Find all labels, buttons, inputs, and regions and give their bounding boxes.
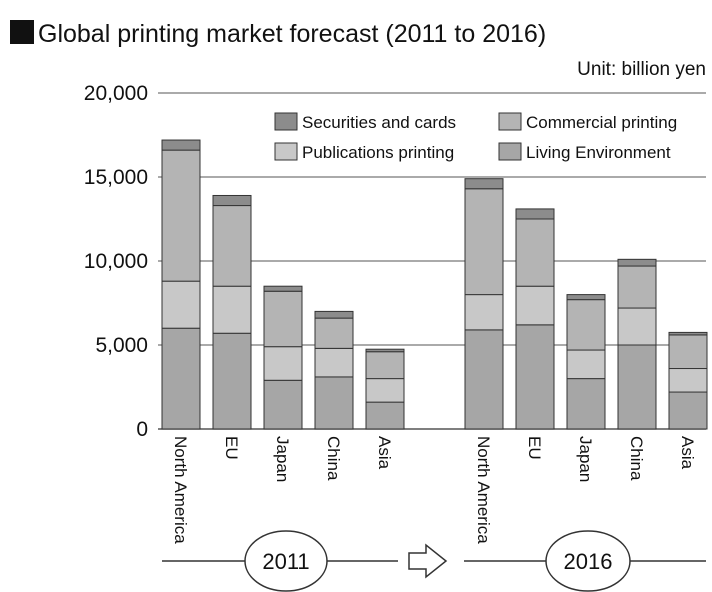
bar-segment xyxy=(566,378,606,430)
bar-segment xyxy=(668,331,708,336)
category-labels: North America EU Japan China Asia North Ameri… xyxy=(171,436,697,544)
bar-segment xyxy=(668,368,708,393)
bar-segment xyxy=(566,294,606,301)
bar-segment xyxy=(365,351,405,380)
bar-segment xyxy=(161,139,201,151)
chart-title: Global printing market forecast (2011 to… xyxy=(38,20,546,48)
legend-label-publications: Publications printing xyxy=(302,143,454,162)
legend-swatch-publications xyxy=(274,142,298,161)
bar-segment xyxy=(161,327,201,430)
bar-segment xyxy=(617,344,657,430)
legend-swatch-commercial xyxy=(498,112,522,131)
legend-swatch-living xyxy=(498,142,522,161)
bar-segment xyxy=(314,376,354,430)
bar-segment xyxy=(515,324,555,430)
bar-segment xyxy=(464,188,504,296)
bar-segment xyxy=(263,346,303,381)
category-label: China xyxy=(627,436,646,481)
bar-segment xyxy=(464,178,504,190)
bar-segment xyxy=(617,265,657,309)
category-label: EU xyxy=(525,436,544,460)
bar-segment xyxy=(212,285,252,334)
bar-segment xyxy=(263,285,303,292)
legend: Securities and cards Commercial printing… xyxy=(270,94,706,170)
period-marker-2016: 2016 xyxy=(464,530,706,592)
y-axis-ticks: 20,000 15,000 10,000 5,000 0 xyxy=(84,82,148,441)
bar-segment xyxy=(212,332,252,430)
category-label: China xyxy=(324,436,343,481)
bar-segment xyxy=(515,208,555,220)
title-square-icon xyxy=(10,20,34,44)
bars xyxy=(161,139,708,430)
y-tick-label: 20,000 xyxy=(84,82,148,105)
legend-swatch-securities xyxy=(274,112,298,131)
bar-segment xyxy=(566,349,606,380)
bar-segment xyxy=(365,348,405,353)
legend-label-commercial: Commercial printing xyxy=(526,113,677,132)
y-tick-label: 10,000 xyxy=(84,250,148,273)
y-tick-label: 5,000 xyxy=(95,334,148,357)
bar-segment xyxy=(263,290,303,348)
bar-segment xyxy=(314,347,354,378)
bar-segment xyxy=(668,391,708,430)
bar-segment xyxy=(668,334,708,370)
y-tick-label: 0 xyxy=(136,418,148,441)
legend-background xyxy=(270,94,706,170)
bar-segment xyxy=(263,379,303,430)
bar-segment xyxy=(212,205,252,287)
category-label: Asia xyxy=(678,436,697,470)
bar-segment xyxy=(515,285,555,326)
period-circle-2011 xyxy=(244,530,328,592)
bar-segment xyxy=(365,378,405,403)
bar-segment xyxy=(464,294,504,331)
bar-segment xyxy=(161,149,201,282)
category-label: Japan xyxy=(576,436,595,482)
bar-segment xyxy=(314,317,354,349)
period-circle-2016 xyxy=(545,530,631,592)
category-label: EU xyxy=(222,436,241,460)
y-tick-label: 15,000 xyxy=(84,166,148,189)
category-label: Asia xyxy=(375,436,394,470)
category-label: North America xyxy=(474,436,493,544)
bar-segment xyxy=(212,194,252,207)
period-label-2011: 2011 xyxy=(262,549,309,574)
bar-segment xyxy=(566,299,606,351)
category-label: Japan xyxy=(273,436,292,482)
bar-segment xyxy=(617,307,657,346)
legend-label-living: Living Environment xyxy=(526,143,671,162)
bar-segment xyxy=(161,280,201,329)
bar-segment xyxy=(365,401,405,430)
bar-segment xyxy=(464,329,504,430)
period-label-2016: 2016 xyxy=(564,549,613,574)
legend-label-securities: Securities and cards xyxy=(302,113,456,132)
bar-segment xyxy=(515,218,555,287)
period-marker-2011: 2011 xyxy=(162,530,398,592)
arrow-right-icon xyxy=(408,543,448,579)
bar-segment xyxy=(617,258,657,267)
unit-label: Unit: billion yen xyxy=(577,59,706,80)
category-label: North America xyxy=(171,436,190,544)
bar-segment xyxy=(314,310,354,319)
